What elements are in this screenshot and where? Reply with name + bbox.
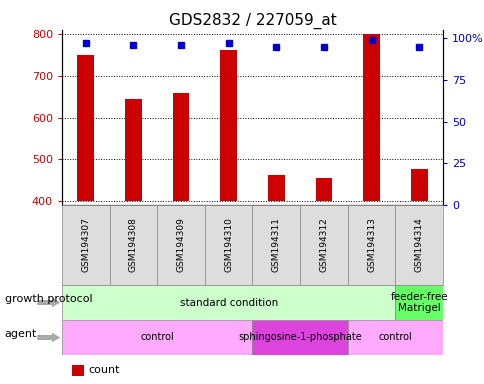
Bar (363, 34, 379, 201)
Text: GSM194311: GSM194311 (271, 218, 280, 272)
Bar (204, 205, 252, 285)
Text: GSM194310: GSM194310 (224, 218, 233, 272)
Text: count: count (89, 365, 120, 375)
Bar (62, 205, 109, 285)
Bar (157, 205, 204, 285)
Bar (252, 205, 300, 285)
Bar (347, 205, 394, 285)
Text: GSM194309: GSM194309 (176, 218, 185, 272)
Bar (62, 320, 252, 355)
Bar (268, 175, 284, 201)
Bar (394, 285, 442, 320)
Text: GSM194314: GSM194314 (414, 218, 423, 272)
Bar (172, 93, 189, 201)
Bar (109, 205, 157, 285)
Title: GDS2832 / 227059_at: GDS2832 / 227059_at (168, 12, 336, 29)
Text: GSM194307: GSM194307 (81, 218, 90, 272)
Bar (125, 99, 141, 201)
Bar (300, 205, 347, 285)
Bar (220, 50, 237, 201)
Text: sphingosine-1-phosphate: sphingosine-1-phosphate (238, 333, 361, 343)
Text: feeder-free
Matrigel: feeder-free Matrigel (390, 292, 447, 313)
Text: growth protocol: growth protocol (5, 294, 92, 304)
Bar (347, 320, 442, 355)
Bar (252, 320, 347, 355)
Text: control: control (140, 333, 174, 343)
Bar (315, 178, 332, 201)
Text: GSM194312: GSM194312 (319, 218, 328, 272)
Text: standard condition: standard condition (179, 298, 277, 308)
Text: agent: agent (5, 329, 37, 339)
Bar (77, 55, 94, 201)
Text: GSM194313: GSM194313 (366, 218, 375, 272)
Bar (62, 285, 394, 320)
Text: control: control (378, 333, 411, 343)
Text: GSM194308: GSM194308 (129, 218, 137, 272)
Bar (410, 169, 426, 201)
Bar (394, 205, 442, 285)
